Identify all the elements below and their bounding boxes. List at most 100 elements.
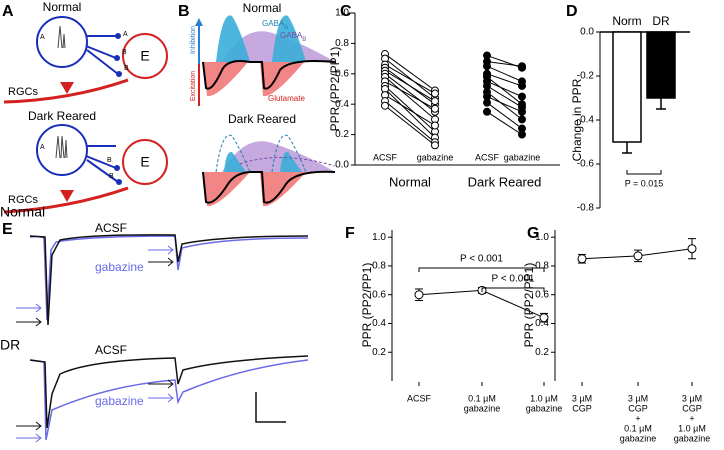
scale-bar bbox=[255, 392, 286, 423]
pair-line bbox=[486, 73, 523, 87]
y-tick-label: 0.2 bbox=[535, 347, 549, 358]
y-tick-label: 0.4 bbox=[372, 318, 386, 329]
arrow bbox=[148, 257, 174, 267]
synapse-label: B bbox=[124, 65, 129, 72]
arrow bbox=[148, 393, 174, 403]
inhibitory-cell bbox=[36, 16, 88, 68]
label-sub: B bbox=[302, 37, 306, 43]
arrow-head bbox=[195, 18, 203, 26]
pair-line bbox=[486, 91, 523, 120]
trace-title: DR bbox=[0, 337, 20, 353]
synapse bbox=[115, 33, 121, 39]
gaba-a-outline bbox=[215, 134, 307, 173]
spikes bbox=[55, 135, 68, 159]
y-axis-label: PPR (PP2/PP1) bbox=[522, 263, 536, 348]
condition-label: gabazine bbox=[504, 152, 541, 162]
x-tick-label: 3 µM bbox=[682, 393, 702, 403]
label: GABA bbox=[262, 19, 285, 28]
synapse-label: A bbox=[40, 34, 45, 41]
point bbox=[381, 101, 389, 110]
input-label: RGCs bbox=[8, 194, 38, 206]
x-tick-label: DR bbox=[652, 14, 670, 28]
gaba-a-current bbox=[224, 151, 302, 172]
condition-label: gabazine bbox=[417, 152, 454, 162]
y-tick-label: -0.8 bbox=[577, 203, 595, 214]
y-tick-label: 0.4 bbox=[335, 99, 349, 110]
pair-line bbox=[384, 85, 436, 132]
synapse bbox=[114, 55, 120, 61]
gaba-b-label: GABAB bbox=[280, 31, 306, 42]
point bbox=[518, 81, 526, 90]
synapse-label: B bbox=[122, 49, 127, 56]
gaba-a-label: GABAA bbox=[262, 19, 288, 30]
point bbox=[483, 62, 491, 71]
group-label: Dark Reared bbox=[468, 174, 542, 189]
point bbox=[414, 290, 424, 300]
point bbox=[633, 251, 643, 261]
synapse-label: B bbox=[109, 173, 114, 180]
point bbox=[518, 130, 526, 139]
rgc-terminal bbox=[60, 82, 74, 94]
pair-line bbox=[384, 53, 436, 91]
pair-line bbox=[486, 96, 523, 113]
axis-label: Inhibition bbox=[190, 26, 197, 54]
arrow bbox=[148, 245, 174, 255]
arrow bbox=[16, 421, 42, 431]
pair-line bbox=[384, 70, 436, 102]
excitatory-cell bbox=[122, 139, 168, 185]
pair-line bbox=[384, 100, 436, 143]
arrow bbox=[148, 379, 174, 389]
y-tick-label: 0.2 bbox=[335, 129, 349, 140]
condition-label: ACSF bbox=[475, 152, 500, 162]
synapse bbox=[116, 71, 122, 77]
y-tick-label: 0.6 bbox=[372, 289, 386, 300]
net-current bbox=[202, 170, 336, 204]
x-tick-label: 3 µM bbox=[628, 393, 648, 403]
y-tick-label: -0.4 bbox=[577, 115, 595, 126]
annotation: P < 0.001 bbox=[460, 254, 503, 265]
acsf-trace bbox=[29, 355, 309, 429]
panel-letter: C bbox=[340, 3, 352, 20]
excitatory-cell bbox=[122, 33, 168, 79]
bar bbox=[646, 31, 676, 99]
x-tick-label: CGP bbox=[682, 403, 702, 413]
cell-label: E bbox=[140, 48, 149, 64]
synapse-label: B bbox=[107, 157, 112, 164]
panel-e: E Normal ACSF gabazine DR ACSF gabazine bbox=[0, 204, 309, 443]
pair-line bbox=[384, 105, 436, 146]
pair-line bbox=[384, 76, 436, 120]
condition-title: Dark Reared bbox=[228, 112, 296, 126]
point bbox=[431, 141, 439, 150]
x-tick-label: 3 µM bbox=[572, 393, 592, 403]
synapse bbox=[114, 165, 120, 171]
significance-bracket bbox=[626, 170, 662, 175]
trace-label: ACSF bbox=[95, 343, 127, 357]
x-tick-label: ACSF bbox=[407, 393, 432, 403]
panel-letter: G bbox=[527, 225, 539, 242]
panel-letter: E bbox=[2, 221, 13, 238]
pair-line bbox=[486, 102, 523, 129]
y-tick-label: 0.4 bbox=[535, 318, 549, 329]
rgc-axon bbox=[3, 186, 129, 214]
y-axis-label: Change in PPR bbox=[570, 78, 584, 161]
synapse bbox=[116, 179, 122, 185]
panel-letter: F bbox=[345, 225, 355, 242]
gaba-b-outline bbox=[239, 157, 336, 167]
x-tick-label: 0.1 µM bbox=[468, 393, 496, 403]
y-tick-label: 0.0 bbox=[580, 27, 594, 38]
x-tick-label: gabazine bbox=[674, 433, 711, 443]
panel-letter: A bbox=[2, 3, 14, 20]
spikes bbox=[57, 25, 66, 49]
pair-line bbox=[384, 88, 436, 138]
arrow bbox=[16, 317, 42, 327]
point bbox=[539, 313, 549, 323]
arrow bbox=[16, 303, 42, 313]
panel-b: B Normal Inhibition Excitation GABAA GAB… bbox=[178, 1, 336, 207]
condition-title: Dark Reared bbox=[28, 109, 96, 123]
pair-line bbox=[486, 65, 523, 82]
significance-bracket bbox=[418, 267, 545, 272]
trace-label: ACSF bbox=[95, 221, 127, 235]
pair-line bbox=[486, 111, 523, 136]
annotation: P < 0.001 bbox=[492, 274, 535, 285]
